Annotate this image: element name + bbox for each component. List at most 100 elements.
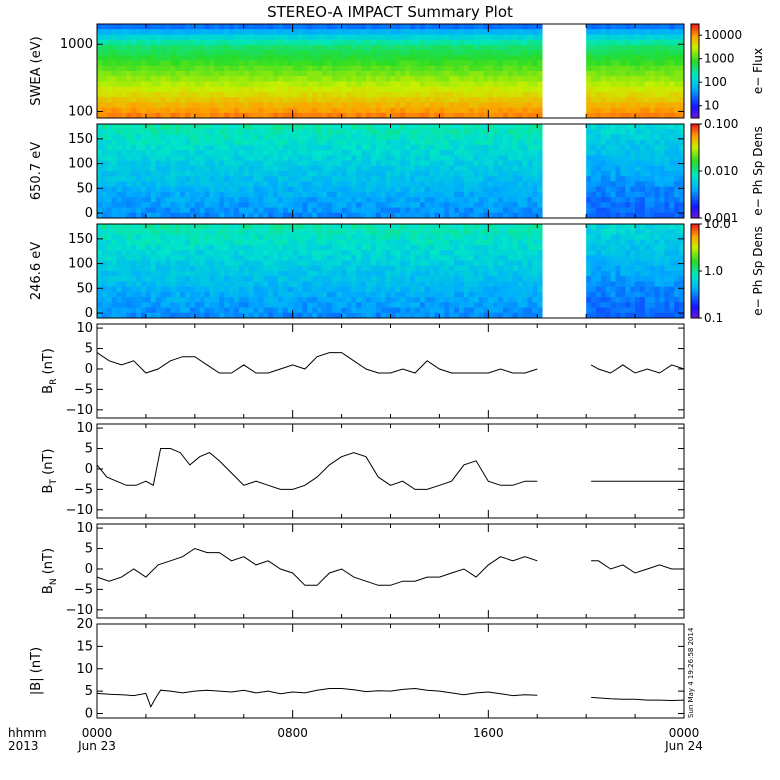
heatmap-cell	[219, 207, 225, 214]
heatmap-cell	[512, 171, 519, 177]
heatmap-cell	[336, 39, 342, 46]
heatmap-cell	[615, 65, 621, 72]
heatmap-cell	[517, 81, 523, 88]
heatmap-cell	[366, 60, 372, 67]
heatmap-cell	[155, 81, 161, 88]
heatmap-cell	[297, 50, 303, 56]
heatmap-cell	[287, 197, 294, 203]
heatmap-cell	[116, 134, 122, 141]
heatmap-cell	[498, 155, 504, 161]
heatmap-cell	[458, 197, 465, 203]
heatmap-cell	[126, 65, 132, 72]
heatmap-cell	[635, 197, 641, 203]
heatmap-cell	[185, 102, 191, 108]
heatmap-cell	[175, 202, 181, 208]
heatmap-cell	[385, 71, 391, 77]
heatmap-cell	[263, 265, 269, 272]
heatmap-cell	[258, 229, 264, 235]
heatmap-cell	[248, 160, 254, 167]
heatmap-cell	[620, 176, 626, 182]
heatmap-cell	[243, 124, 250, 130]
heatmap-cell	[150, 276, 157, 282]
heatmap-cell	[307, 160, 313, 167]
heatmap-cell	[419, 129, 426, 135]
heatmap-cell	[312, 297, 318, 303]
heatmap-cell	[591, 71, 597, 77]
heatmap-cell	[679, 102, 685, 108]
heatmap-cell	[302, 297, 308, 303]
heatmap-cell	[375, 165, 382, 172]
heatmap-cell	[253, 160, 259, 167]
heatmap-cell	[307, 229, 313, 235]
heatmap-cell	[375, 139, 382, 146]
heatmap-cell	[326, 176, 333, 182]
heatmap-cell	[292, 71, 298, 77]
heatmap-cell	[512, 181, 519, 188]
heatmap-cell	[145, 81, 152, 88]
heatmap-cell	[385, 202, 391, 208]
heatmap-cell	[331, 60, 338, 67]
heatmap-cell	[219, 250, 225, 256]
heatmap-cell	[302, 55, 308, 61]
heatmap-cell	[615, 207, 621, 214]
heatmap-cell	[292, 234, 298, 241]
colorbar-swatch	[691, 59, 699, 63]
heatmap-cell	[277, 165, 284, 172]
heatmap-cell	[478, 150, 484, 156]
heatmap-cell	[199, 160, 206, 167]
heatmap-cell	[610, 144, 616, 151]
heatmap-cell	[194, 260, 201, 267]
heatmap-cell	[258, 181, 264, 188]
heatmap-cell	[503, 91, 509, 98]
heatmap-cell	[145, 234, 152, 241]
heatmap-cell	[312, 91, 318, 98]
heatmap-cell	[106, 144, 113, 151]
heatmap-cell	[659, 81, 665, 88]
heatmap-cell	[145, 307, 152, 314]
heatmap-cell	[214, 34, 220, 41]
heatmap-cell	[116, 24, 122, 30]
heatmap-cell	[385, 191, 391, 198]
heatmap-cell	[297, 202, 303, 208]
heatmap-cell	[136, 171, 142, 177]
heatmap-cell	[370, 160, 377, 167]
heatmap-cell	[194, 155, 201, 161]
heatmap-cell	[522, 91, 528, 98]
heatmap-cell	[424, 65, 431, 72]
heatmap-cell	[243, 71, 250, 77]
heatmap-cell	[145, 239, 152, 246]
heatmap-cell	[537, 97, 543, 103]
heatmap-cell	[111, 250, 117, 256]
heatmap-cell	[463, 160, 470, 167]
heatmap-cell	[659, 202, 665, 208]
heatmap-cell	[116, 197, 122, 203]
heatmap-cell	[204, 124, 210, 130]
heatmap-cell	[282, 150, 289, 156]
heatmap-cell	[160, 276, 166, 282]
heatmap-cell	[155, 144, 161, 151]
heatmap-cell	[160, 50, 166, 56]
heatmap-cell	[507, 71, 514, 77]
heatmap-cell	[145, 176, 152, 182]
heatmap-cell	[356, 124, 362, 130]
heatmap-cell	[326, 197, 333, 203]
heatmap-cell	[532, 50, 538, 56]
heatmap-cell	[473, 134, 479, 141]
heatmap-cell	[537, 202, 543, 208]
heatmap-cell	[116, 71, 122, 77]
heatmap-cell	[615, 212, 621, 219]
heatmap-cell	[615, 71, 621, 77]
heatmap-cell	[248, 97, 254, 103]
heatmap-cell	[336, 107, 342, 114]
heatmap-cell	[277, 302, 284, 308]
heatmap-cell	[292, 186, 298, 193]
heatmap-cell	[312, 55, 318, 61]
heatmap-cell	[610, 212, 616, 219]
heatmap-cell	[370, 124, 377, 130]
heatmap-cell	[199, 291, 206, 298]
heatmap-cell	[106, 202, 113, 208]
heatmap-cell	[625, 81, 631, 88]
heatmap-cell	[273, 244, 279, 251]
heatmap-cell	[503, 202, 509, 208]
heatmap-cell	[522, 86, 528, 93]
